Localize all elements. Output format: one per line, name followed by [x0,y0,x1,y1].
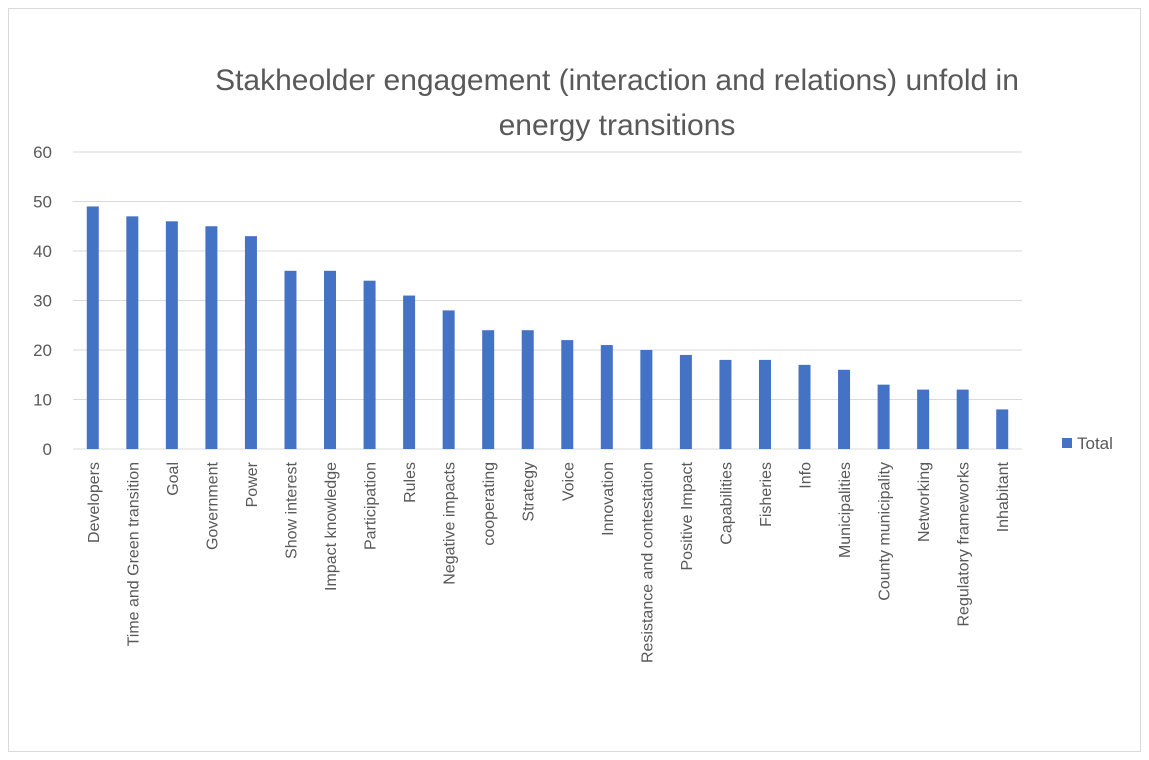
chart-border [8,8,1141,752]
bar [244,236,257,449]
chart-title: Stakheolder engagement (interaction and … [215,64,1019,142]
x-tick-label: Innovation [600,462,617,536]
x-tick-label: Government [204,461,221,550]
x-tick-label: Capabilities [718,462,735,545]
y-tick-label: 60 [33,143,52,162]
bar [600,345,613,449]
bar [205,226,218,449]
bar [165,221,178,449]
legend-label: Total [1077,434,1113,453]
x-tick-label: Voice [560,462,577,501]
x-tick-label: Participation [363,462,380,550]
x-tick-label: County municipality [877,462,894,601]
bar [403,295,416,449]
bar [838,369,851,449]
x-tick-label: cooperating [481,462,498,546]
bar [442,310,455,449]
bar [86,206,99,449]
y-tick-label: 30 [33,292,52,311]
bar [640,350,653,449]
x-tick-label: Fisheries [758,462,775,527]
x-tick-label: Rules [402,462,419,503]
y-tick-label: 10 [33,391,52,410]
y-tick-label: 0 [43,440,52,459]
bar [758,359,771,449]
x-tick-label: Inhabitant [995,461,1012,532]
y-tick-label: 20 [33,341,52,360]
bar [521,330,534,449]
x-tick-label: Negative impacts [442,462,459,585]
bar [956,389,969,449]
y-tick-label: 50 [33,193,52,212]
bar [126,216,139,449]
bar [482,330,495,449]
y-tick-label: 40 [33,242,52,261]
bar [917,389,930,449]
x-tick-label: Strategy [521,462,538,522]
x-tick-label: Power [244,461,261,507]
x-tick-label: Developers [86,462,103,543]
bar [877,384,890,449]
x-tick-label: Municipalities [837,462,854,558]
x-tick-label: Positive Impact [679,461,696,570]
x-tick-label: Resistance and contestation [639,462,656,663]
x-tick-label: Regulatory frameworks [956,462,973,627]
bar [561,340,574,449]
x-tick-label: Networking [916,462,933,542]
bar [798,364,811,449]
x-tick-label: Goal [165,462,182,496]
bar [284,270,297,449]
bar [324,270,337,449]
x-tick-label: Time and Green transition [125,462,142,646]
x-tick-label: Impact knowledge [323,462,340,591]
x-tick-label: Show interest [283,461,300,558]
bar [719,359,732,449]
x-tick-label: Info [798,462,815,489]
bar [363,280,376,449]
bar [679,354,692,449]
legend-swatch [1062,438,1072,448]
bar [996,409,1009,449]
